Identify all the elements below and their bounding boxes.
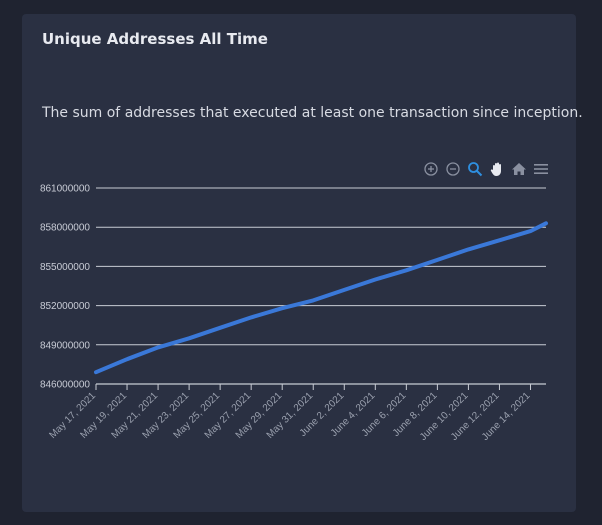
data-point	[497, 238, 501, 242]
card-title: Unique Addresses All Time	[42, 30, 268, 48]
data-point	[466, 247, 470, 251]
data-point	[544, 221, 548, 225]
y-tick-label: 861000000	[40, 184, 90, 195]
data-point	[435, 258, 439, 262]
y-tick-label: 846000000	[40, 380, 90, 391]
menu-icon[interactable]	[532, 160, 550, 178]
data-point	[404, 268, 408, 272]
y-tick-label: 852000000	[40, 301, 90, 312]
zoom-out-icon[interactable]	[444, 160, 462, 178]
line-chart: 846000000 849000000 852000000 855000000 8580…	[40, 184, 548, 443]
data-point	[280, 306, 284, 310]
y-tick-label: 855000000	[40, 262, 90, 273]
chart-toolbar	[422, 160, 550, 178]
series-layer	[94, 221, 548, 375]
grid-lines	[96, 187, 546, 346]
data-point	[342, 288, 346, 292]
zoom-in-icon[interactable]	[422, 160, 440, 178]
data-point	[125, 357, 129, 361]
data-point	[311, 298, 315, 302]
data-point	[94, 370, 98, 374]
data-point	[249, 315, 253, 319]
data-point	[187, 336, 191, 340]
y-tick-label: 849000000	[40, 340, 90, 351]
zoom-select-icon[interactable]	[466, 160, 484, 178]
chart-card: Unique Addresses All Time The sum of add…	[22, 14, 583, 512]
data-point	[528, 229, 532, 233]
data-point	[218, 326, 222, 330]
y-tick-label: 858000000	[40, 223, 90, 234]
data-point	[156, 345, 160, 349]
series-line	[94, 221, 548, 375]
data-point	[373, 277, 377, 281]
y-axis-ticks: 846000000 849000000 852000000 855000000 8580…	[40, 184, 90, 391]
card-description: The sum of addresses that executed at le…	[42, 105, 583, 121]
home-icon[interactable]	[510, 160, 528, 178]
pan-icon[interactable]	[488, 160, 506, 178]
